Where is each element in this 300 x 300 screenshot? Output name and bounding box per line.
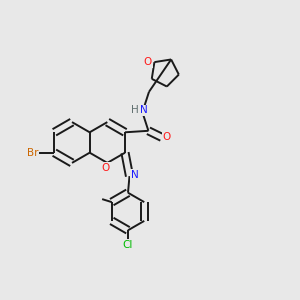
Text: O: O — [102, 163, 110, 173]
Text: Cl: Cl — [123, 240, 133, 250]
Text: N: N — [131, 170, 139, 180]
Text: Br: Br — [27, 148, 38, 158]
Text: O: O — [144, 57, 152, 67]
Text: O: O — [163, 132, 171, 142]
Text: H: H — [131, 105, 139, 116]
Text: N: N — [140, 105, 148, 116]
